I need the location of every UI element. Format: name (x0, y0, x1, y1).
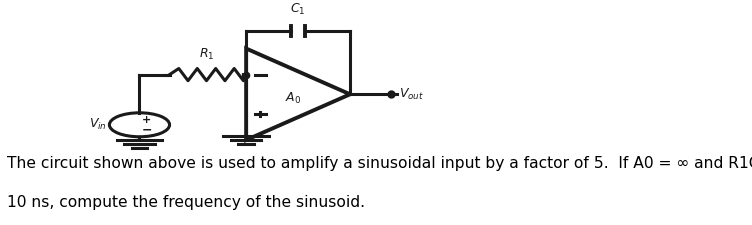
Text: −: − (141, 124, 152, 137)
Text: $A_0$: $A_0$ (284, 91, 301, 106)
Text: $V_{in}$: $V_{in}$ (89, 117, 107, 132)
Text: $C_1$: $C_1$ (290, 2, 306, 17)
Text: $V_{out}$: $V_{out}$ (399, 87, 424, 102)
Text: The circuit shown above is used to amplify a sinusoidal input by a factor of 5. : The circuit shown above is used to ampli… (7, 155, 752, 171)
Text: 10 ns, compute the frequency of the sinusoid.: 10 ns, compute the frequency of the sinu… (7, 195, 365, 210)
Text: +: + (142, 115, 151, 125)
Text: $R_1$: $R_1$ (199, 47, 214, 62)
